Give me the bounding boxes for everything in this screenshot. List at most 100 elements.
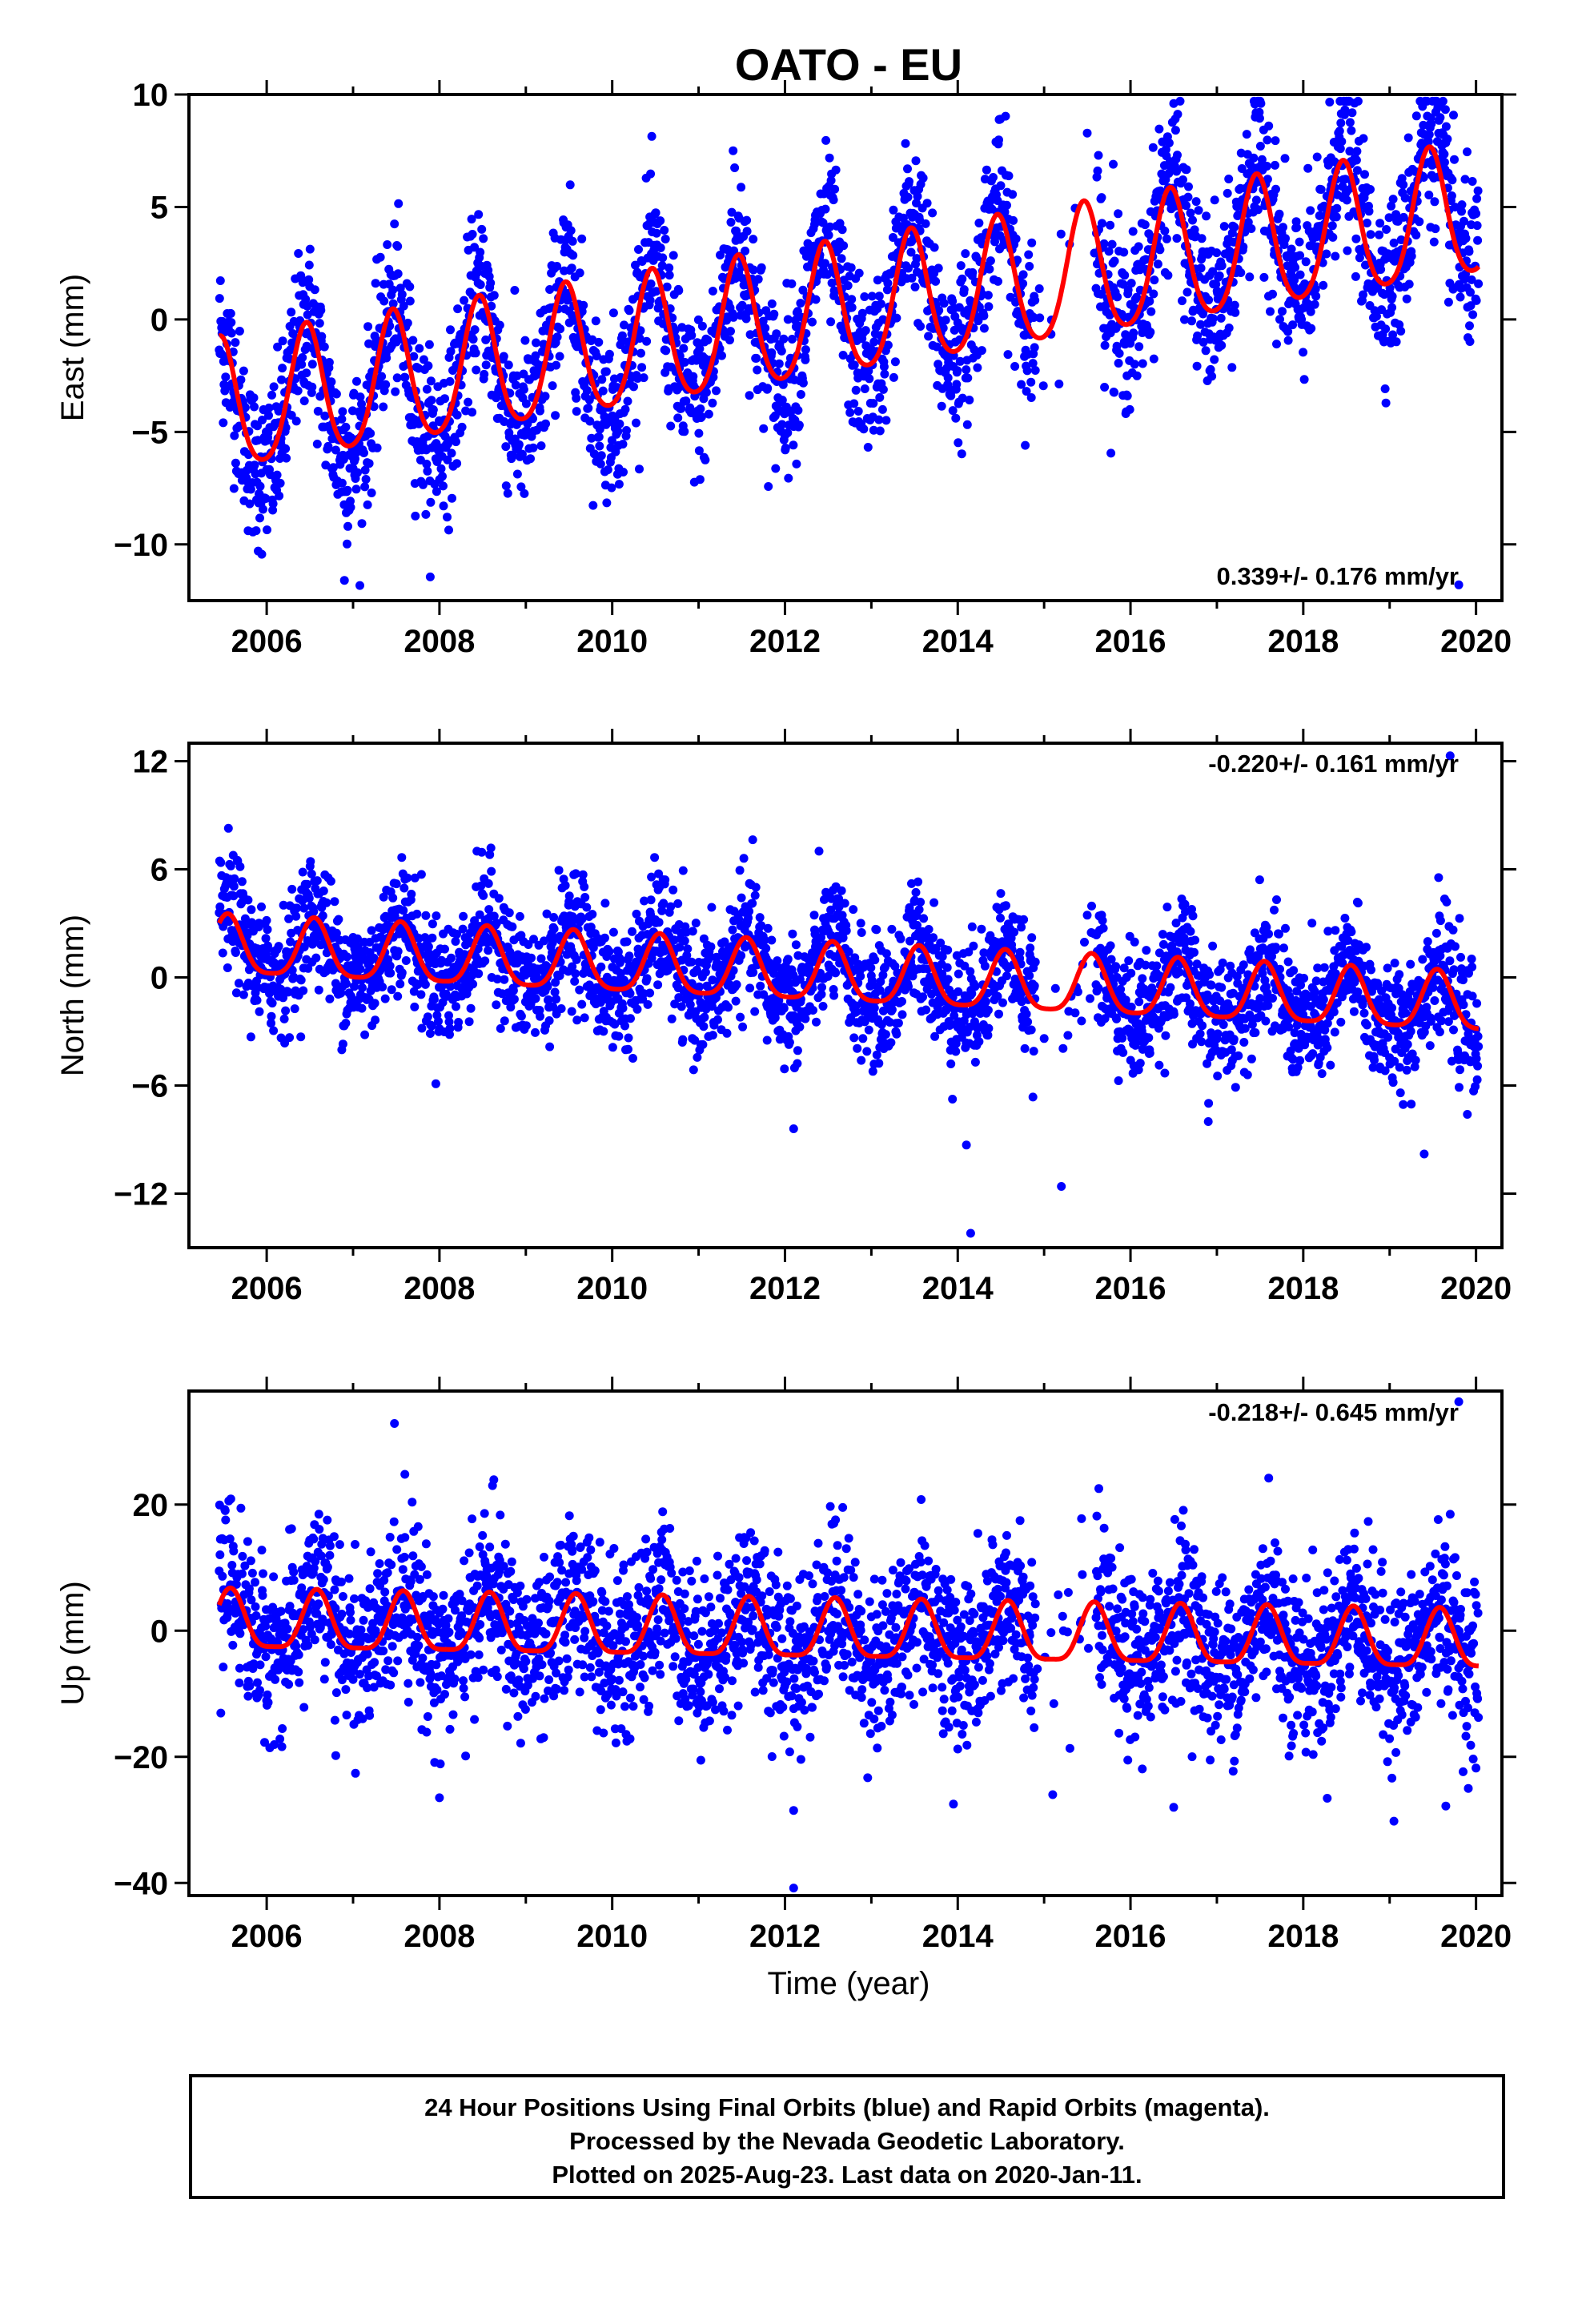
data-point: [460, 296, 469, 305]
data-point: [226, 309, 235, 318]
data-point: [579, 300, 588, 310]
data-point: [604, 947, 614, 956]
data-point: [645, 296, 655, 305]
data-point: [847, 295, 857, 304]
data-point: [622, 937, 632, 947]
data-point: [587, 433, 596, 443]
data-point: [958, 274, 967, 283]
data-point: [372, 443, 382, 452]
data-point: [1435, 113, 1445, 123]
data-point: [520, 489, 529, 498]
panel-east: 2006 2008 2010 2012 2014 2016 2018 2020−10−5051…: [55, 78, 1516, 659]
data-point: [1182, 287, 1192, 297]
data-point: [445, 1023, 455, 1033]
data-point: [274, 406, 283, 416]
data-point: [343, 539, 351, 549]
data-point: [704, 409, 713, 419]
data-point: [795, 1022, 805, 1031]
data-point: [1351, 155, 1361, 165]
data-point: [509, 995, 519, 1004]
data-point: [759, 424, 769, 433]
data-point: [631, 260, 640, 270]
data-point: [817, 983, 826, 992]
data-point: [470, 243, 480, 252]
x-tick-label: 2012: [749, 624, 821, 659]
data-point: [818, 1002, 828, 1011]
data-point: [281, 1006, 291, 1015]
data-point: [1327, 221, 1337, 231]
data-point: [730, 163, 740, 172]
data-point: [262, 915, 271, 925]
data-point: [432, 911, 441, 921]
data-point: [793, 1046, 802, 1055]
data-point: [724, 1003, 733, 1012]
data-point: [626, 1014, 635, 1023]
data-point: [423, 1012, 432, 1022]
data-point: [756, 981, 765, 991]
data-point: [426, 497, 436, 507]
data-point: [379, 296, 389, 306]
data-point: [607, 436, 616, 445]
data-point: [471, 348, 480, 358]
data-point: [1188, 215, 1197, 225]
data-point: [486, 278, 496, 287]
data-point: [223, 823, 233, 833]
data-point: [837, 886, 846, 895]
data-point: [792, 459, 801, 468]
data-point: [903, 192, 913, 202]
data-point: [320, 411, 330, 420]
data-point: [970, 1057, 980, 1067]
data-point: [1331, 212, 1341, 222]
data-point: [689, 1065, 698, 1075]
data-point: [309, 907, 319, 916]
data-point: [267, 999, 277, 1008]
data-point: [650, 853, 660, 862]
data-point: [1262, 162, 1271, 171]
data-point: [253, 421, 262, 431]
data-point: [361, 475, 371, 484]
data-point: [1106, 220, 1115, 230]
data-point: [948, 1095, 958, 1104]
data-point: [1465, 321, 1474, 331]
data-point: [421, 911, 431, 920]
data-point: [678, 866, 688, 875]
data-point: [825, 153, 834, 163]
x-tick-label: 2008: [404, 624, 475, 659]
data-point: [1465, 337, 1475, 346]
data-point: [1224, 175, 1234, 183]
data-point: [484, 946, 493, 955]
data-point: [874, 1059, 884, 1068]
data-point: [666, 421, 676, 431]
data-point: [1271, 160, 1279, 170]
data-point: [700, 1012, 709, 1022]
data-point: [798, 378, 808, 388]
data-point: [941, 316, 950, 325]
data-point: [577, 234, 587, 243]
data-point: [1411, 111, 1421, 121]
data-point: [918, 173, 928, 183]
data-point: [796, 390, 805, 399]
data-point: [970, 982, 980, 991]
data-point: [391, 387, 400, 396]
data-point: [951, 413, 961, 423]
data-point: [695, 475, 705, 485]
data-point: [979, 311, 989, 320]
data-point: [1429, 237, 1439, 247]
data-point: [1114, 209, 1123, 219]
data-point: [552, 360, 561, 370]
data-point: [353, 468, 362, 477]
data-point: [858, 1034, 868, 1043]
data-point: [237, 877, 247, 887]
data-point: [330, 897, 339, 907]
data-point: [432, 487, 441, 497]
data-point: [1468, 310, 1478, 320]
y-tick-label: −5: [131, 415, 168, 450]
data-point: [479, 234, 488, 243]
data-point: [282, 453, 291, 463]
data-point: [1311, 292, 1321, 301]
data-point: [1082, 128, 1092, 138]
data-point: [872, 925, 881, 935]
data-point: [408, 336, 418, 345]
y-tick-label: 5: [151, 190, 168, 225]
data-point: [1231, 308, 1240, 317]
